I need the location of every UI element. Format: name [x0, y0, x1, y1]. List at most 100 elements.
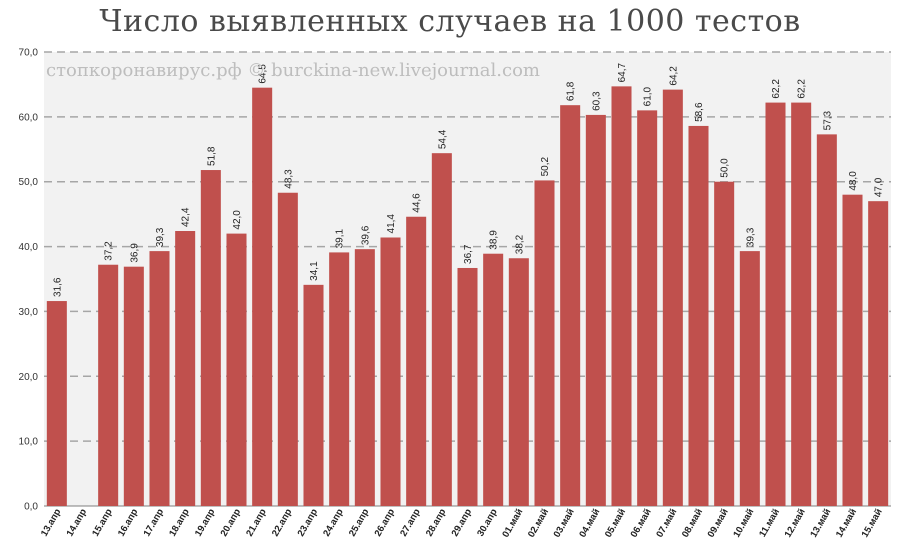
data-label: 62,2	[797, 79, 808, 99]
bar	[637, 110, 658, 506]
bar	[534, 180, 555, 506]
bar	[688, 125, 709, 507]
x-tick-label: 07.май	[654, 507, 679, 540]
data-label: 39,1	[335, 229, 346, 249]
data-label: 60,3	[591, 91, 602, 111]
x-tick-label: 01.май	[500, 507, 525, 540]
data-label: 42,4	[181, 207, 192, 227]
bar	[714, 181, 735, 506]
data-label: 51,8	[206, 146, 217, 166]
data-labels: 31,6 37,2 36,9 39,3 42,4 51,8 42,0 64,5 48,3 34,1…	[52, 62, 884, 297]
x-tick-label: 22.апр	[270, 507, 295, 539]
bar	[98, 264, 119, 506]
x-tick-label: 05.май	[603, 507, 628, 540]
x-tick-label: 25.апр	[347, 507, 372, 539]
data-label: 44,6	[412, 193, 423, 213]
data-label: 48,0	[848, 171, 859, 191]
x-tick-label: 13.май	[808, 507, 833, 540]
x-tick-label: 30.апр	[475, 507, 500, 539]
bar	[175, 231, 196, 506]
bar	[252, 87, 273, 507]
bar	[560, 105, 581, 506]
x-tick-label: 09.май	[706, 507, 731, 540]
x-tick-label: 15.май	[860, 507, 885, 540]
data-label: 39,6	[360, 225, 371, 245]
x-tick-label: 24.апр	[321, 507, 346, 539]
x-tick-label: 18.апр	[167, 507, 192, 539]
watermark: стопкоронавирус.рф © burckina-new.livejo…	[46, 60, 540, 81]
bar	[585, 114, 606, 506]
data-label: 48,3	[283, 169, 294, 189]
bar	[739, 251, 760, 506]
x-tick-label: 26.апр	[373, 507, 398, 539]
data-label: 61,0	[643, 86, 654, 106]
x-tick-label: 29.апр	[450, 507, 475, 539]
y-tick-label: 30,0	[19, 307, 39, 318]
x-tick-label: 10.май	[731, 507, 756, 540]
x-tick-label: 16.апр	[116, 507, 141, 539]
data-label: 54,4	[437, 129, 448, 149]
bar	[329, 252, 350, 506]
data-label: 64,2	[668, 66, 679, 86]
x-axis-tick-labels: 13.апр 14.апр 15.апр 16.апр 17.апр 18.апр 19.а…	[39, 507, 885, 540]
data-label: 50,2	[540, 157, 551, 177]
bar	[46, 301, 67, 506]
bars-group	[46, 86, 889, 507]
y-tick-label: 50,0	[19, 177, 39, 188]
data-label: 38,9	[489, 230, 500, 250]
bar	[149, 251, 170, 506]
chart-title: Число выявленных случаев на 1000 тестов	[99, 4, 801, 39]
x-tick-label: 02.май	[526, 507, 551, 540]
x-tick-label: 11.май	[757, 507, 782, 539]
x-tick-label: 15.апр	[90, 507, 115, 539]
x-tick-label: 14.май	[834, 507, 859, 540]
data-label: 41,4	[386, 214, 397, 234]
data-label: 64,5	[258, 64, 269, 84]
y-tick-label: 20,0	[19, 372, 39, 383]
bar	[842, 194, 863, 506]
data-label: 31,6	[52, 277, 63, 297]
data-label: 62,2	[771, 79, 782, 99]
bar	[868, 201, 889, 506]
bar	[226, 233, 247, 506]
x-tick-label: 17.апр	[142, 507, 167, 539]
y-tick-label: 70,0	[19, 48, 39, 59]
bar	[354, 249, 375, 506]
x-tick-label: 06.май	[629, 507, 654, 540]
x-tick-label: 13.апр	[39, 507, 64, 539]
y-tick-label: 10,0	[19, 437, 39, 448]
data-label: 50,0	[720, 158, 731, 178]
bar	[611, 86, 632, 507]
bar	[406, 216, 427, 507]
data-label: 36,9	[129, 243, 140, 263]
y-tick-label: 0,0	[24, 502, 38, 513]
bar	[508, 258, 529, 506]
x-tick-label: 19.апр	[193, 507, 218, 539]
x-tick-label: 14.апр	[65, 507, 90, 539]
y-axis-tick-labels: 0,0 10,0 20,0 30,0 40,0 50,0 60,0 70,0	[19, 48, 39, 513]
data-label: 34,1	[309, 261, 320, 281]
data-label: 37,2	[104, 241, 115, 261]
data-label: 36,7	[463, 244, 474, 264]
data-label: 47,0	[874, 177, 885, 197]
bar	[200, 170, 221, 507]
bar	[303, 284, 324, 506]
x-tick-label: 08.май	[680, 507, 705, 540]
bar	[662, 89, 683, 507]
x-tick-label: 04.май	[577, 507, 602, 540]
bar	[483, 253, 504, 506]
data-label: 57,3	[822, 110, 833, 130]
x-tick-label: 23.апр	[296, 507, 321, 539]
bar	[816, 134, 837, 506]
bar	[277, 192, 298, 507]
y-tick-label: 40,0	[19, 242, 39, 253]
data-label: 64,7	[617, 62, 628, 82]
x-tick-label: 21.апр	[244, 507, 269, 539]
y-tick-label: 60,0	[19, 112, 39, 123]
x-tick-label: 27.апр	[398, 507, 423, 539]
x-tick-label: 12.май	[783, 507, 808, 540]
x-tick-label: 03.май	[552, 507, 577, 540]
bar	[431, 153, 452, 507]
data-label: 39,3	[745, 227, 756, 247]
